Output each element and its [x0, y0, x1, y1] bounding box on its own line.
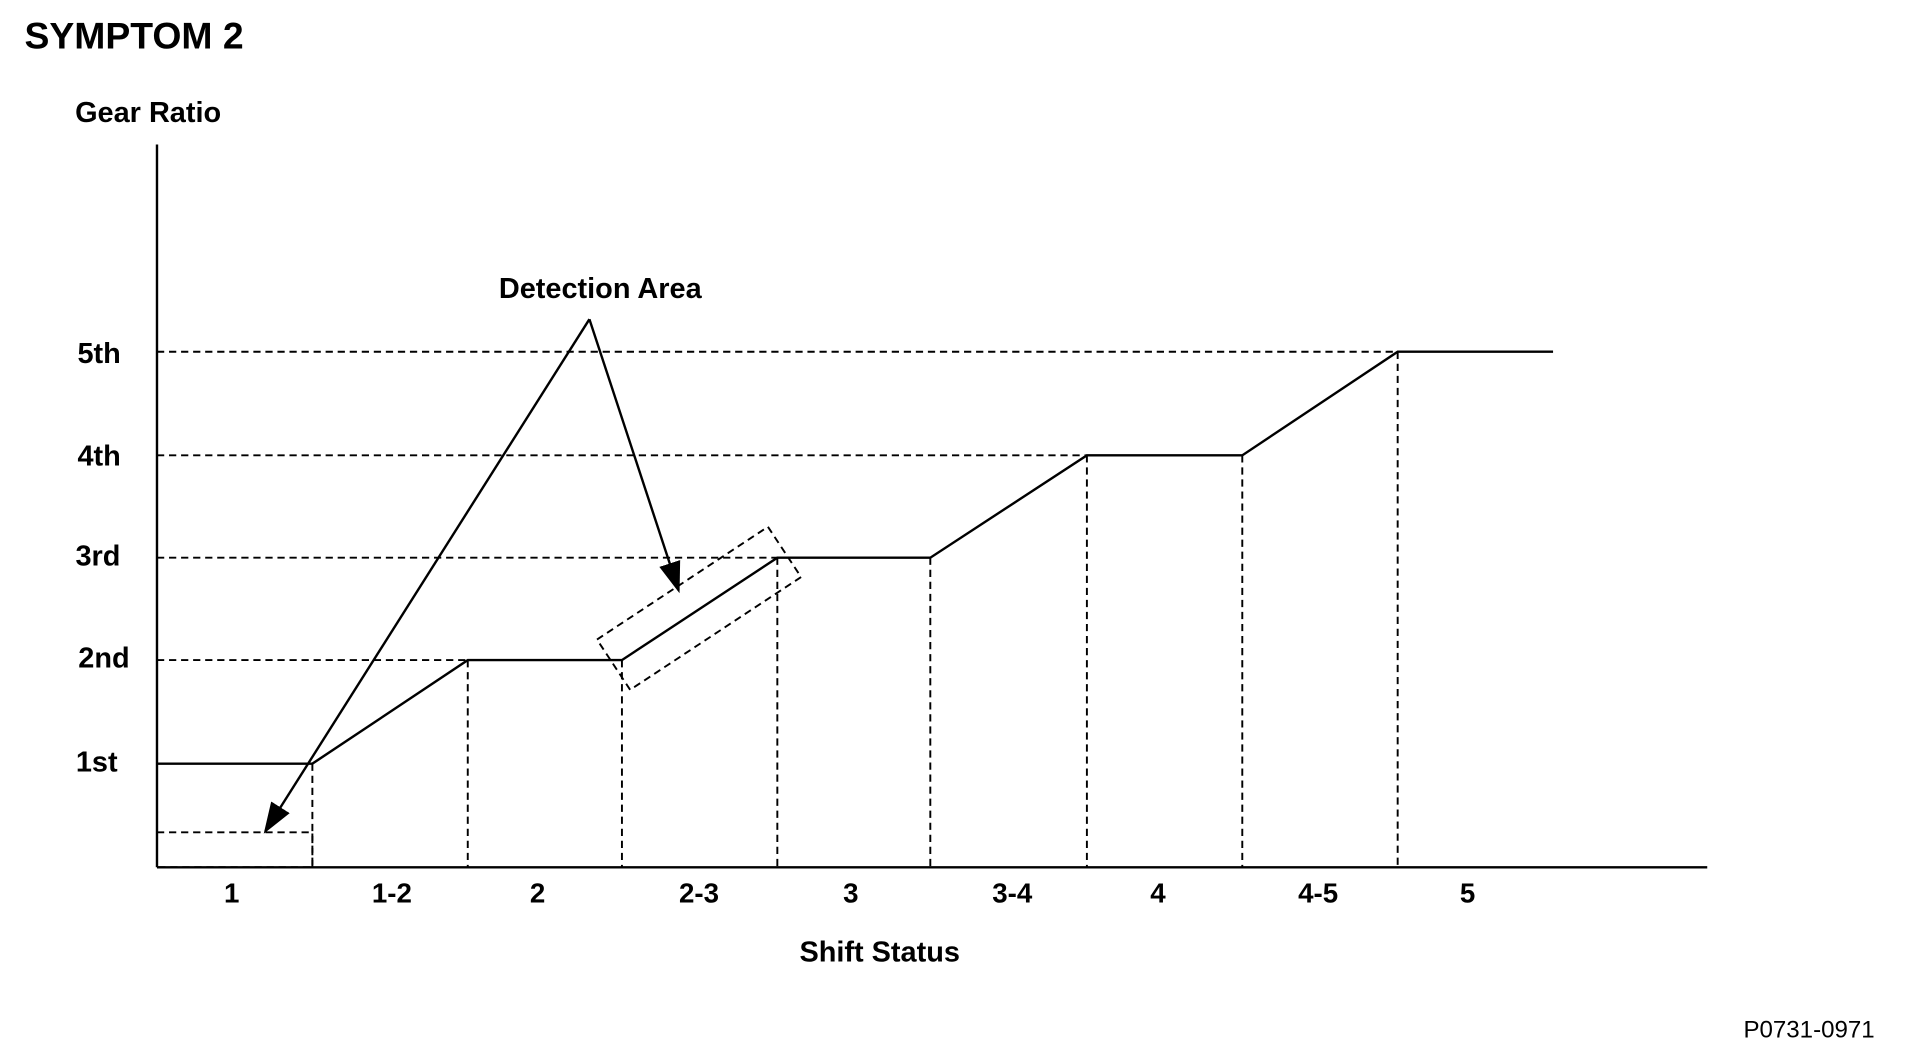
y-axis-label: Gear Ratio — [75, 97, 221, 129]
x-category: 3-4 — [992, 877, 1033, 908]
y-level: 2nd — [78, 643, 129, 675]
x-category: 5 — [1460, 877, 1475, 908]
x-category: 2-3 — [679, 877, 719, 908]
y-level: 5th — [77, 338, 120, 370]
x-category: 1-2 — [372, 877, 412, 908]
x-category: 2 — [530, 877, 545, 908]
x-category: 4-5 — [1298, 877, 1338, 908]
y-level: 3rd — [75, 540, 120, 572]
annotation: Detection Area — [499, 273, 703, 305]
title: SYMPTOM 2 — [24, 14, 243, 56]
y-level: 4th — [77, 440, 120, 472]
x-category: 3 — [843, 877, 858, 908]
detection-box — [595, 525, 803, 692]
y-level: 1st — [76, 746, 118, 778]
guide-lines — [156, 350, 1399, 868]
annotation-arrows — [263, 318, 681, 834]
detection-box — [156, 831, 314, 869]
x-category: 4 — [1150, 877, 1166, 908]
x-axis-label: Shift Status — [799, 937, 960, 969]
x-category: 1 — [224, 877, 239, 908]
figure-id: P0731-0971 — [1743, 1016, 1874, 1043]
gear-ratio-line — [156, 350, 1554, 765]
